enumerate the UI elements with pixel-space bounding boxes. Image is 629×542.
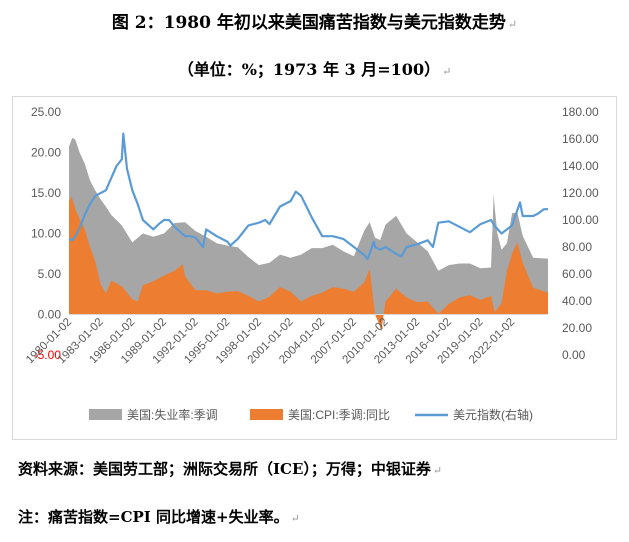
y-left-tick-label: 10.00 xyxy=(31,227,61,241)
y-right-tick-label: 100.00 xyxy=(562,213,599,227)
plot-area xyxy=(68,132,548,332)
legend-cpi-swatch xyxy=(250,409,283,420)
y-right-tick-label: 0.00 xyxy=(562,348,586,362)
chart-area: -5.00 0.00 5.00 10.00 15.00 20.00 25.00 0.00 20.… xyxy=(12,96,617,440)
paragraph-mark: ↵ xyxy=(290,512,300,525)
title-text: 图 2：1980 年初以来美国痛苦指数与美元指数走势 xyxy=(111,13,506,33)
y-right-tick-label: 80.00 xyxy=(562,240,592,254)
source-note: 资料来源：美国劳工部；洲际交易所（ICE）；万得；中银证券 ↵ xyxy=(18,458,442,479)
paragraph-mark: ↵ xyxy=(442,65,452,78)
y-right-tick-label: 60.00 xyxy=(562,267,592,281)
legend-unemployment-swatch xyxy=(89,409,122,420)
y-right-tick-label: 120.00 xyxy=(562,186,599,200)
series-cpi-area xyxy=(69,196,548,332)
footnote: 注：痛苦指数=CPI 同比增速+失业率。 ↵ xyxy=(18,506,300,527)
y-right-tick-label: 140.00 xyxy=(562,159,599,173)
legend-cpi-label: 美国:CPI:季调:同比 xyxy=(288,408,390,422)
subtitle-text: （单位：%；1973 年 3 月=100） xyxy=(177,60,441,79)
chart-subtitle: （单位：%；1973 年 3 月=100） ↵ xyxy=(0,56,629,80)
y-right-tick-label: 40.00 xyxy=(562,294,592,308)
chart-svg: -5.00 0.00 5.00 10.00 15.00 20.00 25.00 0.00 20.… xyxy=(24,105,599,422)
y-left-tick-label: 20.00 xyxy=(31,146,61,160)
legend: 美国:失业率:季调 美国:CPI:季调:同比 美元指数(右轴) xyxy=(89,407,533,422)
y-right-tick-label: 180.00 xyxy=(562,105,599,119)
y-left-tick-label: 15.00 xyxy=(31,186,61,200)
legend-usd-index-label: 美元指数(右轴) xyxy=(453,407,533,422)
paragraph-mark: ↵ xyxy=(432,464,443,477)
source-text: 资料来源：美国劳工部；洲际交易所（ICE）；万得；中银证券 xyxy=(18,460,431,478)
y-right-tick-label: 160.00 xyxy=(562,132,599,146)
y-left-tick-label: 25.00 xyxy=(31,105,61,119)
series-usd-index-line xyxy=(68,132,548,261)
y-left-tick-label: 5.00 xyxy=(38,267,62,281)
y-right-tick-label: 20.00 xyxy=(562,321,592,335)
chart-title: 图 2：1980 年初以来美国痛苦指数与美元指数走势 ↵ xyxy=(0,8,629,33)
legend-unemployment-label: 美国:失业率:季调 xyxy=(127,407,218,422)
y-left-tick-label: 0.00 xyxy=(38,308,62,322)
note-text: 注：痛苦指数=CPI 同比增速+失业率。 xyxy=(18,508,289,526)
series-unemployment-area xyxy=(69,137,548,315)
y-left-tick-label: -5.00 xyxy=(34,348,62,362)
paragraph-mark: ↵ xyxy=(507,18,518,31)
